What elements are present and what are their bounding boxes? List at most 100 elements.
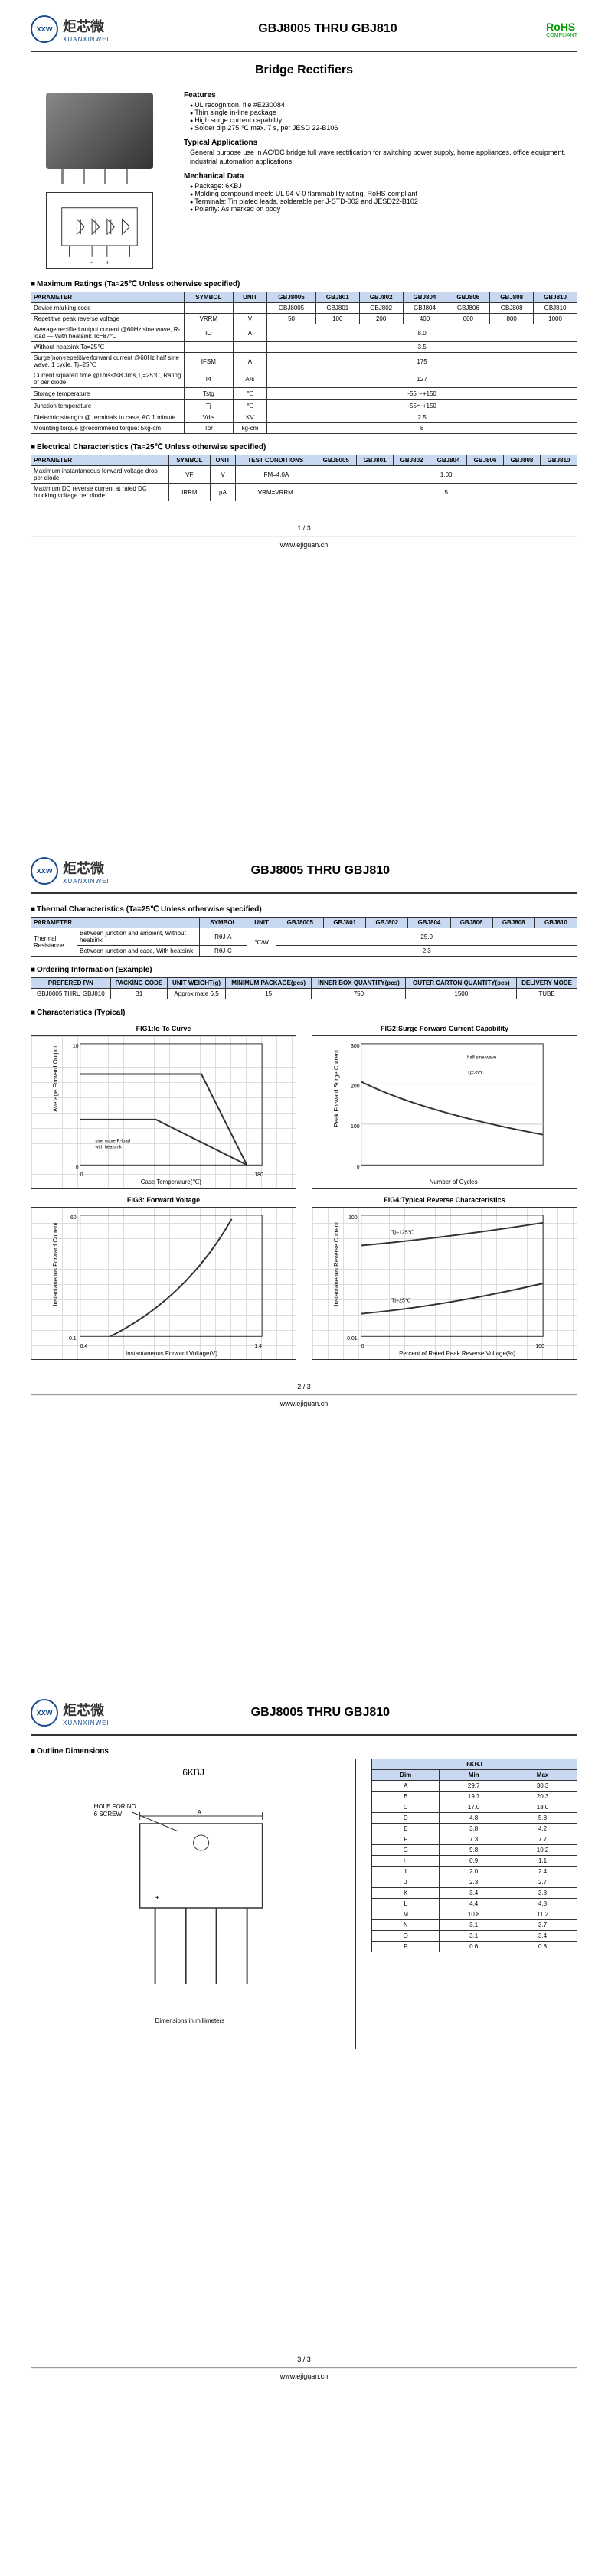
mech-item: Package: 6KBJ: [190, 182, 577, 190]
logo-icon: xxw: [31, 1699, 58, 1727]
footer-3: 3 / 3 www.ejiguan.cn: [31, 2356, 577, 2380]
svg-text:100: 100: [535, 1344, 544, 1349]
svg-text:200: 200: [351, 1084, 360, 1089]
svg-text:Percent of Rated Peak Reverse: Percent of Rated Peak Reverse Voltage(%): [399, 1350, 515, 1357]
svg-text:100: 100: [348, 1215, 358, 1221]
product-images: ~- +~: [31, 85, 168, 269]
pkg-label: 6KBJ: [39, 1767, 348, 1778]
svg-text:6 SCREW: 6 SCREW: [94, 1811, 123, 1818]
logo: xxw 炬芯微 XUANXINWEI: [31, 15, 110, 43]
elec-char-table: PARAMETERSYMBOLUNITTEST CONDITIONSGBJ800…: [31, 455, 577, 501]
thermal-table: PARAMETERSYMBOLUNITGBJ8005GBJ801GBJ802GB…: [31, 917, 577, 957]
svg-text:60: 60: [70, 1215, 77, 1221]
fig3-plot: Instantaneous Forward Current Instantane…: [31, 1207, 296, 1360]
outline-title: Outline Dimensions: [31, 1747, 577, 1756]
rohs-badge: RoHS COMPLIANT: [546, 21, 577, 38]
svg-text:~: ~: [68, 259, 72, 266]
footer-2: 2 / 3 www.ejiguan.cn: [31, 1383, 577, 1407]
applications-title: Typical Applications: [184, 139, 577, 147]
svg-text:Dimensions in millimeters: Dimensions in millimeters: [155, 2017, 225, 2024]
fig1: FIG1:Io-Tc Curve Average Forward Output …: [31, 1025, 296, 1189]
fig1-title: FIG1:Io-Tc Curve: [31, 1025, 296, 1032]
brand-en: XUANXINWEI: [63, 36, 110, 43]
header: xxw 炬芯微 XUANXINWEI GBJ8005 THRU GBJ810 R…: [31, 15, 577, 43]
schematic-diagram: ~- +~: [46, 192, 153, 269]
website: www.ejiguan.cn: [31, 1400, 577, 1407]
svg-text:0.1: 0.1: [69, 1336, 77, 1342]
elec-char-title: Electrical Characteristics (Ta=25℃ Unles…: [31, 443, 577, 452]
svg-text:A: A: [198, 1809, 202, 1816]
dimension-table: 6KBJDimMinMaxA29.730.3B19.720.3C17.018.0…: [371, 1759, 577, 1952]
svg-text:Instantaneous Forward Voltage(: Instantaneous Forward Voltage(V): [126, 1350, 217, 1357]
fig2: FIG2:Surge Forward Current Capability Pe…: [312, 1025, 577, 1189]
max-ratings-title: Maximum Ratings (Ta=25℃ Unless otherwise…: [31, 280, 577, 289]
ordering-table: PREFERED P/NPACKING CODEUNIT WEIGHT(g)MI…: [31, 977, 577, 999]
mech-item: Terminals: Tin plated leads, solderable …: [190, 197, 577, 205]
svg-text:Tj=25℃: Tj=25℃: [391, 1299, 411, 1304]
char-typical-title: Characteristics (Typical): [31, 1009, 577, 1017]
outline-drawing: 6KBJ HOLE FOR NO. 6 SCREW + A Dimensions…: [31, 1759, 356, 2049]
brand-en: XUANXINWEI: [63, 878, 110, 885]
fig2-title: FIG2:Surge Forward Current Capability: [312, 1025, 577, 1032]
fig3: FIG3: Forward Voltage Instantaneous Forw…: [31, 1196, 296, 1360]
website: www.ejiguan.cn: [31, 2372, 577, 2380]
description: Features UL recognition, file #E230084Th…: [184, 85, 577, 269]
logo-icon: xxw: [31, 857, 58, 885]
applications-text: General purpose use in AC/DC bridge full…: [184, 148, 577, 166]
svg-text:0.4: 0.4: [80, 1344, 88, 1349]
svg-text:0: 0: [357, 1165, 360, 1170]
svg-text:-: -: [90, 259, 93, 266]
svg-text:10: 10: [73, 1044, 79, 1049]
svg-text:half sine-wave: half sine-wave: [467, 1056, 497, 1061]
rohs-label: RoHS: [546, 21, 575, 33]
svg-text:Case Temperature(℃): Case Temperature(℃): [141, 1179, 201, 1185]
features-title: Features: [184, 91, 577, 99]
mechanical-title: Mechanical Data: [184, 172, 577, 181]
fig4-title: FIG4:Typical Reverse Characteristics: [312, 1196, 577, 1204]
fig2-plot: Peak Forward Surge Current Number of Cyc…: [312, 1035, 577, 1189]
svg-text:Tj=125℃: Tj=125℃: [391, 1231, 414, 1236]
svg-text:0: 0: [80, 1172, 83, 1178]
dimension-table-wrap: 6KBJDimMinMaxA29.730.3B19.720.3C17.018.0…: [371, 1759, 577, 2049]
svg-text:Peak Forward Surge Current: Peak Forward Surge Current: [333, 1049, 340, 1127]
website: www.ejiguan.cn: [31, 541, 577, 549]
brand-en: XUANXINWEI: [63, 1720, 110, 1727]
page-2: xxw 炬芯微 XUANXINWEI GBJ8005 THRU GBJ810 T…: [0, 842, 608, 1684]
svg-text:0: 0: [76, 1165, 79, 1170]
rohs-sub: COMPLIANT: [546, 33, 577, 38]
logo-icon: xxw: [31, 15, 58, 43]
page-number: 3 / 3: [31, 2356, 577, 2363]
brand-cn: 炬芯微: [63, 858, 110, 878]
ordering-title: Ordering Information (Example): [31, 966, 577, 974]
thermal-title: Thermal Characteristics (Ta=25℃ Unless o…: [31, 905, 577, 914]
svg-text:100: 100: [351, 1124, 360, 1130]
doc-title: GBJ8005 THRU GBJ810: [251, 864, 390, 878]
brand-cn: 炬芯微: [63, 1700, 110, 1720]
doc-title: GBJ8005 THRU GBJ810: [258, 22, 397, 36]
page-number: 2 / 3: [31, 1383, 577, 1391]
mech-item: Molding compound meets UL 94 V-0 flammab…: [190, 190, 577, 197]
svg-text:300: 300: [351, 1044, 360, 1049]
svg-text:Tj=25℃: Tj=25℃: [467, 1071, 484, 1076]
logo: xxw 炬芯微 XUANXINWEI: [31, 1699, 110, 1727]
main-heading: Bridge Rectifiers: [31, 64, 577, 77]
feature-item: Thin single in-line package: [190, 109, 577, 116]
header: xxw 炬芯微 XUANXINWEI GBJ8005 THRU GBJ810: [31, 857, 577, 885]
svg-text:+: +: [106, 259, 110, 266]
svg-text:sine wave R-load: sine wave R-load: [95, 1140, 130, 1144]
svg-text:+: +: [155, 1894, 160, 1903]
svg-text:Instantaneous Forward Current: Instantaneous Forward Current: [52, 1221, 59, 1306]
svg-text:Number of Cycles: Number of Cycles: [430, 1179, 478, 1185]
feature-item: UL recognition, file #E230084: [190, 101, 577, 109]
svg-text:Instantaneous Reverse Current: Instantaneous Reverse Current: [333, 1221, 340, 1306]
svg-text:180: 180: [254, 1172, 263, 1178]
svg-text:0: 0: [361, 1344, 364, 1349]
fig4-plot: Instantaneous Reverse Current Percent of…: [312, 1207, 577, 1360]
page-1: xxw 炬芯微 XUANXINWEI GBJ8005 THRU GBJ810 R…: [0, 0, 608, 842]
footer-1: 1 / 3 www.ejiguan.cn: [31, 524, 577, 549]
svg-text:Average Forward Output: Average Forward Output: [52, 1045, 59, 1112]
brand-cn: 炬芯微: [63, 16, 110, 36]
page-3: xxw 炬芯微 XUANXINWEI GBJ8005 THRU GBJ810 O…: [0, 1684, 608, 2525]
feature-item: Solder dip 275 ℃ max. 7 s, per JESD 22-B…: [190, 124, 577, 132]
page-number: 1 / 3: [31, 524, 577, 532]
